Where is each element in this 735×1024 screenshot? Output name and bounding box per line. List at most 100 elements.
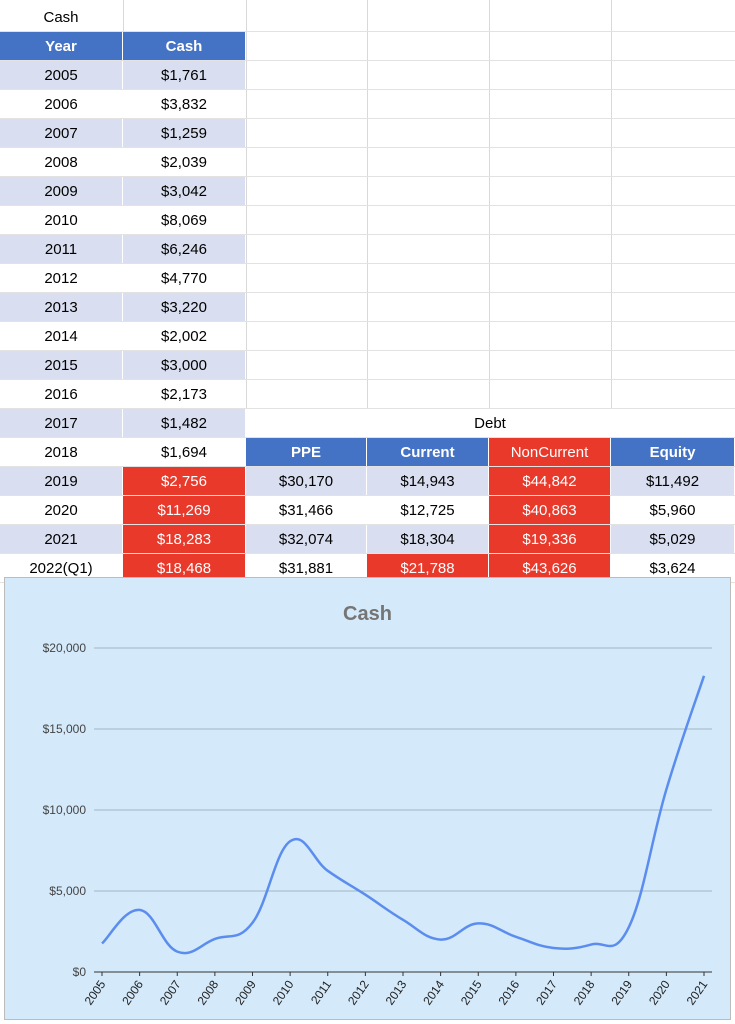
cash-chart[interactable]: Cash $0 $5,000 $10,000 $15,000 $20,000 2005 200… xyxy=(4,577,731,1020)
cash-value-cell[interactable]: $2,039 xyxy=(123,148,245,176)
cash-data-point[interactable] xyxy=(137,907,143,913)
cash-year-cell[interactable]: 2009 xyxy=(0,177,122,205)
debt-value-cell[interactable]: $32,074 xyxy=(246,525,366,553)
grid-row-line xyxy=(0,147,735,148)
cash-data-point[interactable] xyxy=(174,949,180,955)
cash-data-point[interactable] xyxy=(325,868,331,874)
debt-value-cell[interactable]: $5,960 xyxy=(611,496,734,524)
cash-year-cell[interactable]: 2014 xyxy=(0,322,122,350)
cash-value-cell[interactable]: $6,246 xyxy=(123,235,245,263)
grid-column-line xyxy=(246,0,247,578)
cash-series-line[interactable] xyxy=(101,675,706,955)
cash-value-cell[interactable]: $3,220 xyxy=(123,293,245,321)
debt-table-title[interactable]: Debt xyxy=(246,409,734,437)
x-tick-label: 2005 xyxy=(82,977,109,1007)
cash-data-point[interactable] xyxy=(287,838,293,844)
y-tick-label: $0 xyxy=(73,965,87,979)
cash-data-point[interactable] xyxy=(250,920,256,926)
grid-row-line xyxy=(0,553,735,554)
debt-header-noncurrent[interactable]: NonCurrent xyxy=(489,438,610,466)
grid-row-line xyxy=(0,408,735,409)
cash-value-cell[interactable]: $1,761 xyxy=(123,61,245,89)
cash-data-point[interactable] xyxy=(438,937,444,943)
cash-year-cell[interactable]: 2018 xyxy=(0,438,122,466)
grid-row-line xyxy=(0,350,735,351)
cash-data-point[interactable] xyxy=(212,936,218,942)
debt-value-cell[interactable]: $31,466 xyxy=(246,496,366,524)
debt-value-cell[interactable]: $40,863 xyxy=(489,496,610,524)
y-tick-label: $5,000 xyxy=(49,884,86,898)
grid-column-line xyxy=(611,0,612,578)
x-tick-label: 2018 xyxy=(571,977,598,1007)
cash-value-cell[interactable]: $3,832 xyxy=(123,90,245,118)
cash-value-cell[interactable]: $11,269 xyxy=(123,496,245,524)
cash-year-cell[interactable]: 2019 xyxy=(0,467,122,495)
x-tick-label: 2021 xyxy=(684,977,711,1007)
cash-year-cell[interactable]: 2021 xyxy=(0,525,122,553)
cash-year-cell[interactable]: 2013 xyxy=(0,293,122,321)
cash-data-point[interactable] xyxy=(663,786,669,792)
cash-value-cell[interactable]: $2,173 xyxy=(123,380,245,408)
debt-value-cell[interactable]: $11,492 xyxy=(611,467,734,495)
cash-data-point[interactable] xyxy=(626,924,632,930)
x-tick-label: 2019 xyxy=(608,977,635,1007)
cash-data-point[interactable] xyxy=(400,917,406,923)
debt-value-cell[interactable]: $12,725 xyxy=(367,496,488,524)
debt-header-equity[interactable]: Equity xyxy=(611,438,734,466)
debt-value-cell[interactable]: $14,943 xyxy=(367,467,488,495)
cash-value-cell[interactable]: $8,069 xyxy=(123,206,245,234)
cash-year-cell[interactable]: 2010 xyxy=(0,206,122,234)
cash-year-cell[interactable]: 2015 xyxy=(0,351,122,379)
cash-year-cell[interactable]: 2008 xyxy=(0,148,122,176)
y-tick-label: $15,000 xyxy=(43,722,87,736)
x-tick-label: 2015 xyxy=(458,977,485,1007)
cash-value-cell[interactable]: $1,482 xyxy=(123,409,245,437)
y-tick-label: $10,000 xyxy=(43,803,87,817)
x-tick-label: 2009 xyxy=(232,977,259,1007)
cash-value-cell[interactable]: $2,002 xyxy=(123,322,245,350)
cash-year-cell[interactable]: 2005 xyxy=(0,61,122,89)
debt-value-cell[interactable]: $5,029 xyxy=(611,525,734,553)
cash-chart-svg: Cash $0 $5,000 $10,000 $15,000 $20,000 2005 200… xyxy=(43,603,712,1008)
x-tick-label: 2016 xyxy=(496,977,523,1007)
cash-year-cell[interactable]: 2007 xyxy=(0,119,122,147)
cash-data-point[interactable] xyxy=(362,892,368,898)
grid-row-line xyxy=(0,524,735,525)
x-tick-label: 2008 xyxy=(195,977,222,1007)
cash-header-cash[interactable]: Cash xyxy=(123,32,245,60)
cash-data-point[interactable] xyxy=(701,673,707,679)
cash-value-cell[interactable]: $4,770 xyxy=(123,264,245,292)
x-tick-label: 2020 xyxy=(646,977,673,1007)
cash-value-cell[interactable]: $1,694 xyxy=(123,438,245,466)
cash-table-title[interactable]: Cash xyxy=(0,3,122,31)
cash-data-point[interactable] xyxy=(99,940,105,946)
x-tick-label: 2012 xyxy=(345,977,372,1007)
x-tick-label: 2007 xyxy=(157,977,184,1007)
cash-value-cell[interactable]: $18,283 xyxy=(123,525,245,553)
grid-row-line xyxy=(0,379,735,380)
debt-value-cell[interactable]: $19,336 xyxy=(489,525,610,553)
cash-value-cell[interactable]: $3,042 xyxy=(123,177,245,205)
cash-value-cell[interactable]: $3,000 xyxy=(123,351,245,379)
debt-value-cell[interactable]: $30,170 xyxy=(246,467,366,495)
cash-data-point[interactable] xyxy=(551,945,557,951)
cash-year-cell[interactable]: 2011 xyxy=(0,235,122,263)
cash-year-cell[interactable]: 2020 xyxy=(0,496,122,524)
grid-row-line xyxy=(0,60,735,61)
cash-data-point[interactable] xyxy=(588,942,594,948)
grid-row-line xyxy=(0,263,735,264)
debt-value-cell[interactable]: $44,842 xyxy=(489,467,610,495)
cash-year-cell[interactable]: 2012 xyxy=(0,264,122,292)
cash-year-cell[interactable]: 2006 xyxy=(0,90,122,118)
cash-value-cell[interactable]: $1,259 xyxy=(123,119,245,147)
debt-value-cell[interactable]: $18,304 xyxy=(367,525,488,553)
cash-data-point[interactable] xyxy=(513,934,519,940)
cash-value-cell[interactable]: $2,756 xyxy=(123,467,245,495)
cash-year-cell[interactable]: 2017 xyxy=(0,409,122,437)
cash-data-point[interactable] xyxy=(475,920,481,926)
cash-year-cell[interactable]: 2016 xyxy=(0,380,122,408)
debt-header-ppe[interactable]: PPE xyxy=(246,438,366,466)
grid-row-line xyxy=(0,495,735,496)
debt-header-current[interactable]: Current xyxy=(367,438,488,466)
cash-header-year[interactable]: Year xyxy=(0,32,122,60)
